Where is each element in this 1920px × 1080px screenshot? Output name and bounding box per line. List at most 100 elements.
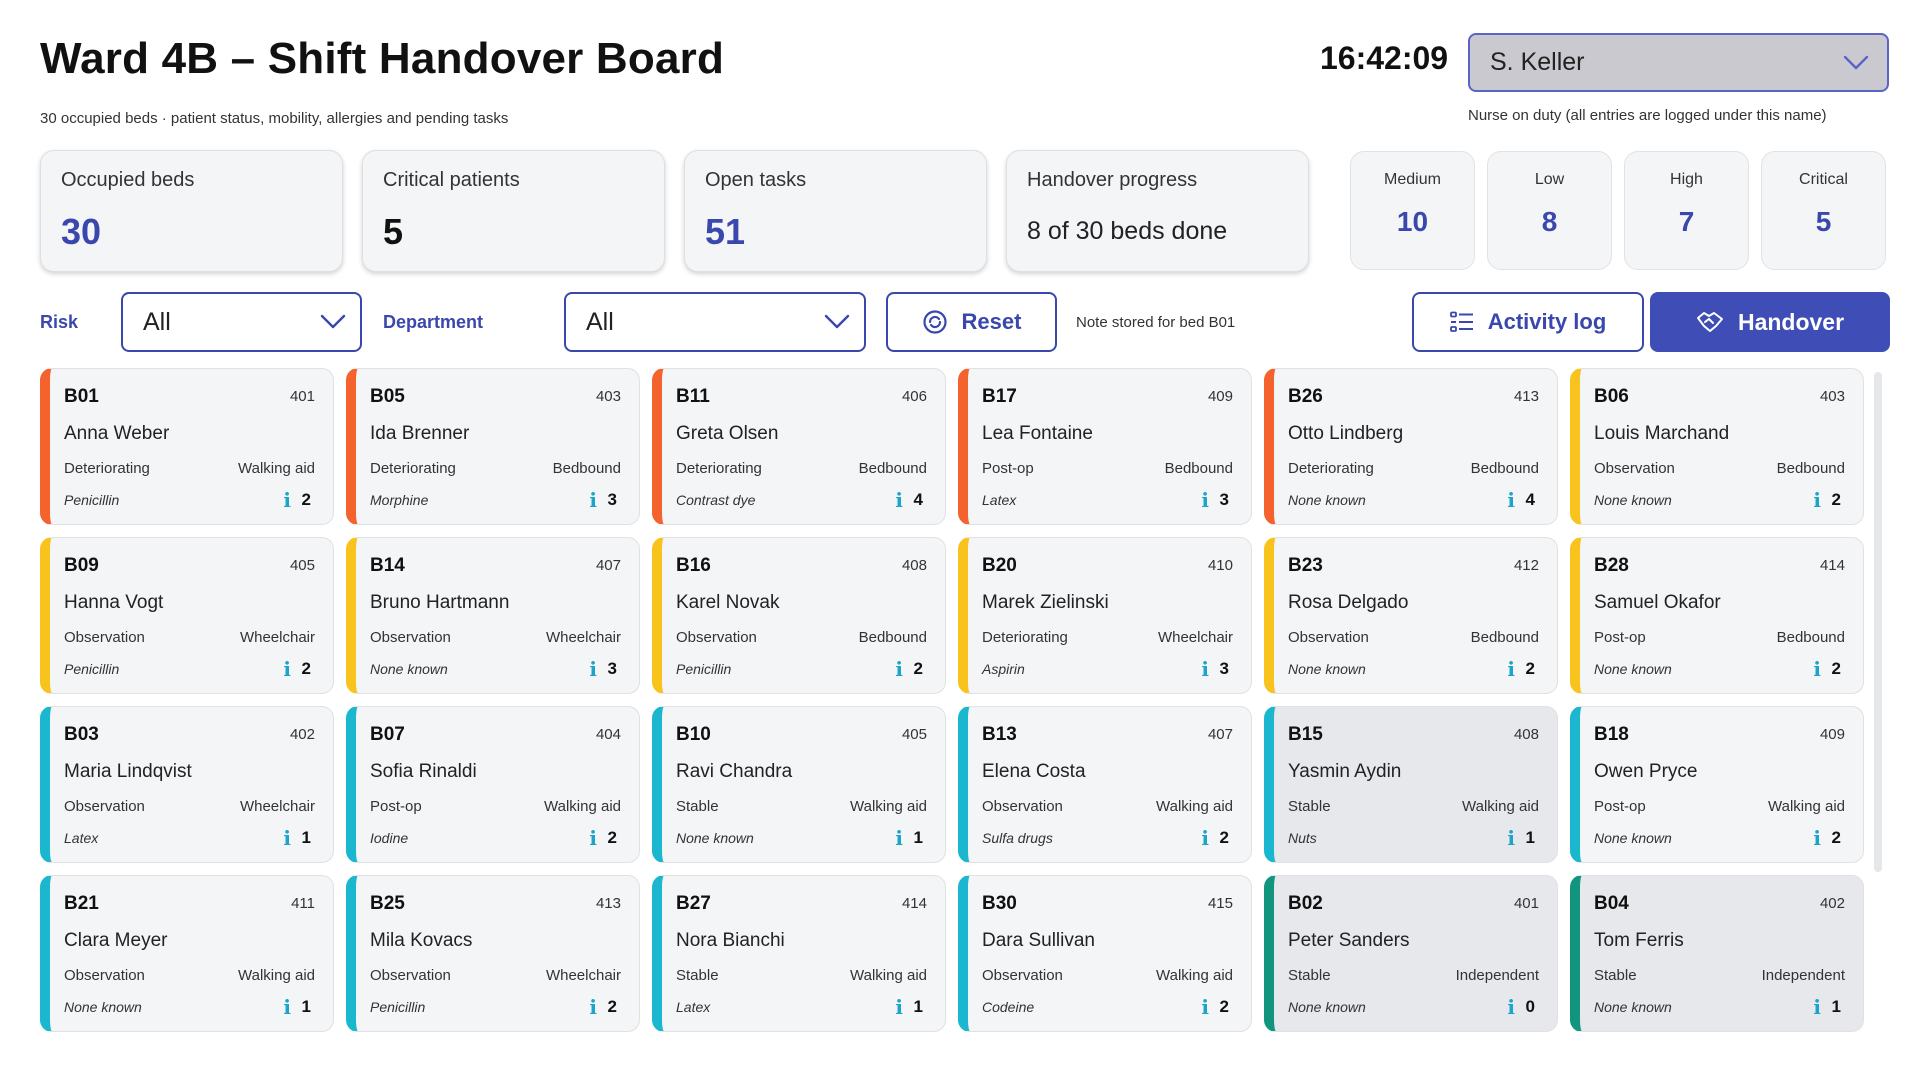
patient-status: Post-op xyxy=(1594,798,1646,815)
nurse-select[interactable]: S. Keller xyxy=(1468,33,1889,92)
bed-code: B02 xyxy=(1288,893,1323,914)
mobility: Walking aid xyxy=(238,460,315,477)
info-icon[interactable]: i xyxy=(283,995,291,1019)
bed-card[interactable]: B20 410 Marek Zielinski Deteriorating Wheelc… xyxy=(958,537,1252,694)
patient-name: Karel Novak xyxy=(676,592,780,613)
bed-card[interactable]: B15 408 Yasmin Aydin Stable Walking aid Nuts i… xyxy=(1264,706,1558,863)
handover-button[interactable]: Handover xyxy=(1650,292,1890,352)
info-icon[interactable]: i xyxy=(895,488,903,512)
room-number: 407 xyxy=(1207,726,1233,743)
bed-card[interactable]: B05 403 Ida Brenner Deteriorating Bedbound Mo… xyxy=(346,368,640,525)
department-filter-label: Department xyxy=(383,312,484,332)
info-icon[interactable]: i xyxy=(1507,995,1515,1019)
activity-log-button[interactable]: Activity log xyxy=(1412,292,1644,352)
bed-card[interactable]: B17 409 Lea Fontaine Post-op Bedbound Latex i 3 xyxy=(958,368,1252,525)
info-icon[interactable]: i xyxy=(1813,657,1821,681)
info-icon[interactable]: i xyxy=(1201,826,1209,850)
bed-card[interactable]: B11 406 Greta Olsen Deteriorating Bedbound Co… xyxy=(652,368,946,525)
info-icon[interactable]: i xyxy=(1507,826,1515,850)
bed-card[interactable]: B14 407 Bruno Hartmann Observation Wheelchai… xyxy=(346,537,640,694)
patient-status: Post-op xyxy=(1594,629,1646,646)
bed-card[interactable]: B04 402 Tom Ferris Stable Independent None kn… xyxy=(1570,875,1864,1032)
bed-card[interactable]: B30 415 Dara Sullivan Observation Walking ai… xyxy=(958,875,1252,1032)
info-icon[interactable]: i xyxy=(283,826,291,850)
mobility: Walking aid xyxy=(850,967,927,984)
mobility: Bedbound xyxy=(1470,629,1539,646)
bed-card[interactable]: B26 413 Otto Lindberg Deteriorating Bedbound… xyxy=(1264,368,1558,525)
bed-card[interactable]: B13 407 Elena Costa Observation Walking aid S… xyxy=(958,706,1252,863)
risk-card-high[interactable]: High 7 xyxy=(1624,151,1749,270)
info-icon[interactable]: i xyxy=(1201,995,1209,1019)
room-number: 414 xyxy=(901,895,927,912)
allergy: Iodine xyxy=(370,830,409,846)
task-count: 1 xyxy=(1831,997,1841,1016)
patient-name: Greta Olsen xyxy=(676,423,779,444)
risk-card-critical[interactable]: Critical 5 xyxy=(1761,151,1886,270)
info-icon[interactable]: i xyxy=(1507,488,1515,512)
info-icon[interactable]: i xyxy=(589,657,597,681)
bed-card[interactable]: B23 412 Rosa Delgado Observation Bedbound Non… xyxy=(1264,537,1558,694)
bed-card[interactable]: B09 405 Hanna Vogt Observation Wheelchair Pen… xyxy=(40,537,334,694)
info-icon[interactable]: i xyxy=(1507,657,1515,681)
bed-card[interactable]: B27 414 Nora Bianchi Stable Walking aid Latex… xyxy=(652,875,946,1032)
patient-name: Lea Fontaine xyxy=(982,423,1093,444)
bed-code: B06 xyxy=(1594,386,1629,407)
reset-button[interactable]: Reset xyxy=(886,292,1057,352)
info-icon[interactable]: i xyxy=(1201,657,1209,681)
info-icon[interactable]: i xyxy=(283,657,291,681)
bed-card[interactable]: B16 408 Karel Novak Observation Bedbound Peni… xyxy=(652,537,946,694)
bed-code: B04 xyxy=(1594,893,1629,914)
bed-card[interactable]: B03 402 Maria Lindqvist Observation Wheelcha… xyxy=(40,706,334,863)
bed-card[interactable]: B21 411 Clara Meyer Observation Walking aid N… xyxy=(40,875,334,1032)
bed-card[interactable]: B07 404 Sofia Rinaldi Post-op Walking aid Iod… xyxy=(346,706,640,863)
room-number: 401 xyxy=(289,388,315,405)
info-icon[interactable]: i xyxy=(1201,488,1209,512)
room-number: 411 xyxy=(291,895,315,912)
info-icon[interactable]: i xyxy=(1813,995,1821,1019)
bed-card[interactable]: B25 413 Mila Kovacs Observation Wheelchair Pe… xyxy=(346,875,640,1032)
info-icon[interactable]: i xyxy=(589,488,597,512)
info-icon[interactable]: i xyxy=(895,657,903,681)
bed-card[interactable]: B01 401 Anna Weber Deteriorating Walking aid… xyxy=(40,368,334,525)
stat-card-critical-patients: Critical patients 5 xyxy=(362,150,665,272)
bed-card[interactable]: B18 409 Owen Pryce Post-op Walking aid None k… xyxy=(1570,706,1864,863)
info-icon[interactable]: i xyxy=(1813,488,1821,512)
risk-card-low[interactable]: Low 8 xyxy=(1487,151,1612,270)
mobility: Walking aid xyxy=(1768,798,1845,815)
info-icon[interactable]: i xyxy=(1813,826,1821,850)
bed-card[interactable]: B06 403 Louis Marchand Observation Bedbound N… xyxy=(1570,368,1864,525)
task-count: 2 xyxy=(1831,828,1841,847)
room-number: 409 xyxy=(1819,726,1845,743)
department-filter-value: All xyxy=(586,307,614,336)
mobility: Walking aid xyxy=(1462,798,1539,815)
department-filter-select[interactable]: All xyxy=(564,292,866,352)
bed-card[interactable]: B28 414 Samuel Okafor Post-op Bedbound None k… xyxy=(1570,537,1864,694)
stat-card-open-tasks: Open tasks 51 xyxy=(684,150,987,272)
mobility: Independent xyxy=(1455,967,1539,984)
task-count: 4 xyxy=(913,490,923,509)
bed-code: B25 xyxy=(370,893,405,914)
bed-card[interactable]: B10 405 Ravi Chandra Stable Walking aid None … xyxy=(652,706,946,863)
info-icon[interactable]: i xyxy=(589,995,597,1019)
risk-filter-select[interactable]: All xyxy=(121,292,362,352)
bed-grid-scrollbar[interactable] xyxy=(1874,372,1882,872)
mobility: Wheelchair xyxy=(239,629,315,646)
allergy: Latex xyxy=(64,830,99,846)
task-count: 2 xyxy=(913,659,923,678)
bed-code: B16 xyxy=(676,555,711,576)
bed-code: B11 xyxy=(676,386,710,407)
info-icon[interactable]: i xyxy=(283,488,291,512)
patient-status: Deteriorating xyxy=(676,460,762,477)
info-icon[interactable]: i xyxy=(895,826,903,850)
allergy: Nuts xyxy=(1288,830,1317,846)
info-icon[interactable]: i xyxy=(895,995,903,1019)
risk-label: Critical xyxy=(1799,171,1848,188)
mobility: Bedbound xyxy=(552,460,621,477)
room-number: 413 xyxy=(595,895,621,912)
risk-card-medium[interactable]: Medium 10 xyxy=(1350,151,1475,270)
mobility: Walking aid xyxy=(850,798,927,815)
risk-label: Low xyxy=(1534,171,1565,188)
risk-label: Medium xyxy=(1384,171,1441,188)
bed-card[interactable]: B02 401 Peter Sanders Stable Independent None… xyxy=(1264,875,1558,1032)
info-icon[interactable]: i xyxy=(589,826,597,850)
